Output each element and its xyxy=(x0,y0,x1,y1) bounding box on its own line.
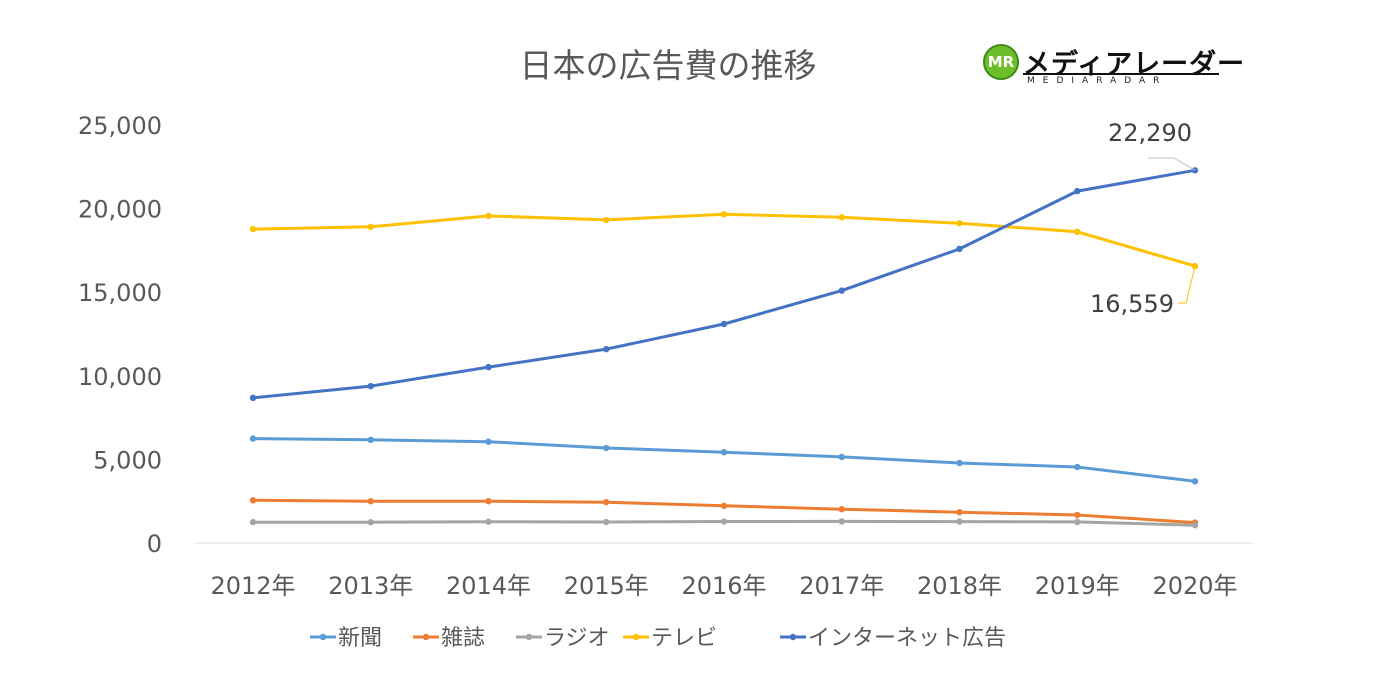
data-point xyxy=(956,459,963,467)
legend-marker-icon xyxy=(789,633,797,641)
data-point xyxy=(720,518,728,525)
data-point xyxy=(1191,521,1199,529)
y-tick-label: 0 xyxy=(147,530,162,558)
mediaradar-logo: MR メディアレーダー MEDIARADAR xyxy=(983,40,1244,90)
y-axis-labels: 0 5,000 10,000 15,000 20,000 25,000 xyxy=(78,112,162,558)
data-point xyxy=(956,509,963,516)
data-point xyxy=(720,320,728,328)
data-point xyxy=(838,453,845,461)
chart-title: 日本の広告費の推移 xyxy=(520,46,817,85)
legend-item: インターネット広告 xyxy=(780,626,1006,651)
data-point xyxy=(720,502,728,510)
data-point xyxy=(1074,463,1081,471)
data-point xyxy=(603,444,610,452)
data-point xyxy=(720,448,728,456)
legend-item: 新聞 xyxy=(310,626,382,651)
x-tick-label: 2013年 xyxy=(328,572,413,600)
data-point xyxy=(367,382,374,390)
legend-marker-icon xyxy=(632,633,640,641)
data-point xyxy=(367,498,374,505)
data-point xyxy=(249,497,257,504)
logo-underline xyxy=(1023,73,1219,75)
data-point xyxy=(838,518,845,525)
x-tick-label: 2020年 xyxy=(1152,572,1237,600)
series-line xyxy=(252,437,1196,483)
y-tick-label: 5,000 xyxy=(93,446,162,474)
data-point xyxy=(367,436,374,444)
data-point xyxy=(603,518,610,526)
series-group xyxy=(249,211,1199,270)
data-point xyxy=(1074,228,1081,236)
series-line xyxy=(252,212,1196,268)
data-point xyxy=(485,438,492,445)
series-group xyxy=(249,497,1199,526)
data-point xyxy=(956,518,963,525)
y-tick-label: 10,000 xyxy=(78,363,162,391)
annotation-leader-line xyxy=(1178,266,1196,304)
legend-item: テレビ xyxy=(623,626,717,651)
data-point xyxy=(603,216,610,224)
data-point xyxy=(249,225,257,233)
x-tick-label: 2014年 xyxy=(446,572,531,600)
series-group xyxy=(249,167,1199,402)
data-point xyxy=(838,287,845,294)
data-point xyxy=(838,214,845,221)
legend-marker-icon xyxy=(319,633,327,641)
x-tick-label: 2015年 xyxy=(564,572,649,600)
data-point xyxy=(1074,187,1081,195)
legend-label: ラジオ xyxy=(544,626,610,651)
legend-label: 新聞 xyxy=(338,626,382,651)
x-tick-label: 2016年 xyxy=(681,572,766,600)
data-point xyxy=(485,498,492,505)
data-point xyxy=(720,211,728,218)
x-tick-label: 2019年 xyxy=(1035,572,1120,600)
logo-badge-icon: MR xyxy=(983,44,1019,80)
data-point xyxy=(485,212,492,220)
data-point xyxy=(1191,262,1199,270)
legend-item: 雑誌 xyxy=(413,626,485,651)
series-group xyxy=(249,518,1199,529)
legend-item: ラジオ xyxy=(516,626,610,651)
x-tick-label: 2012年 xyxy=(210,572,295,600)
data-point xyxy=(1074,511,1081,519)
x-tick-label: 2018年 xyxy=(917,572,1002,600)
legend-label: テレビ xyxy=(651,626,717,651)
data-point xyxy=(956,245,963,253)
data-point xyxy=(838,505,845,513)
legend-label: インターネット広告 xyxy=(808,626,1006,651)
data-point xyxy=(485,518,492,525)
data-point xyxy=(367,519,374,526)
data-point xyxy=(1074,518,1081,526)
data-label: 22,290 xyxy=(1108,119,1192,147)
data-point xyxy=(249,518,257,526)
series-group xyxy=(249,435,1199,485)
data-point xyxy=(367,223,374,230)
series-layer xyxy=(249,167,1199,529)
legend-label: 雑誌 xyxy=(441,626,485,651)
logo-sub-text: MEDIARADAR xyxy=(1027,76,1168,86)
x-tick-label: 2017年 xyxy=(799,572,884,600)
series-line xyxy=(252,168,1196,400)
y-tick-label: 20,000 xyxy=(78,196,162,224)
data-label: 16,559 xyxy=(1090,290,1174,318)
data-point xyxy=(956,220,963,227)
data-point xyxy=(1191,478,1199,485)
data-point xyxy=(603,498,610,506)
data-point xyxy=(249,394,257,402)
data-point xyxy=(603,345,610,353)
annotation-leader-line xyxy=(1148,157,1196,171)
legend-marker-icon xyxy=(525,633,533,641)
y-tick-label: 25,000 xyxy=(78,112,162,140)
annotation-layer: 22,290 16,559 xyxy=(1090,119,1196,318)
legend: 新聞 雑誌 ラジオ テレビ インターネット広告 xyxy=(310,626,1006,651)
data-point xyxy=(485,363,492,371)
data-point xyxy=(249,435,257,442)
legend-marker-icon xyxy=(422,633,430,641)
x-axis-labels: 2012年 2013年 2014年 2015年 2016年 2017年 2018年 2019年… xyxy=(210,572,1237,600)
y-tick-label: 15,000 xyxy=(78,279,162,307)
